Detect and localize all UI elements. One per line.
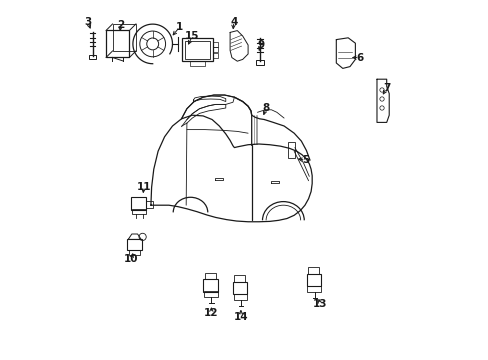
Text: 1: 1 [176,22,183,32]
Bar [213,47,218,52]
Bar [213,53,218,58]
Text: 9: 9 [257,40,264,50]
Bar [233,294,247,300]
Bar [306,274,321,286]
Bar [185,41,210,58]
Bar [203,279,218,292]
Bar [204,273,215,279]
Text: 5: 5 [302,155,309,165]
Text: 15: 15 [184,31,199,41]
Bar [288,142,294,158]
Bar [127,239,142,250]
Text: 7: 7 [382,83,389,93]
Bar [132,209,145,214]
Bar [89,55,96,59]
Bar [234,275,244,282]
Bar [182,38,213,61]
Bar [307,286,321,292]
Text: 10: 10 [123,254,138,264]
Bar [131,197,146,210]
Text: 8: 8 [262,103,269,113]
Bar [190,61,204,66]
Bar [204,291,218,297]
Text: 12: 12 [203,308,218,318]
Bar [112,24,136,51]
Bar [146,201,152,208]
Text: 4: 4 [229,17,237,27]
Bar [106,31,129,57]
Bar [213,42,218,47]
Bar [256,60,263,65]
Text: 13: 13 [312,299,326,309]
Text: 14: 14 [233,312,248,322]
Text: 11: 11 [136,182,151,192]
Bar [129,250,140,255]
Text: 2: 2 [117,20,123,30]
Bar [307,267,318,274]
Text: 3: 3 [84,17,91,27]
Text: 6: 6 [355,53,363,63]
Bar [232,282,247,294]
